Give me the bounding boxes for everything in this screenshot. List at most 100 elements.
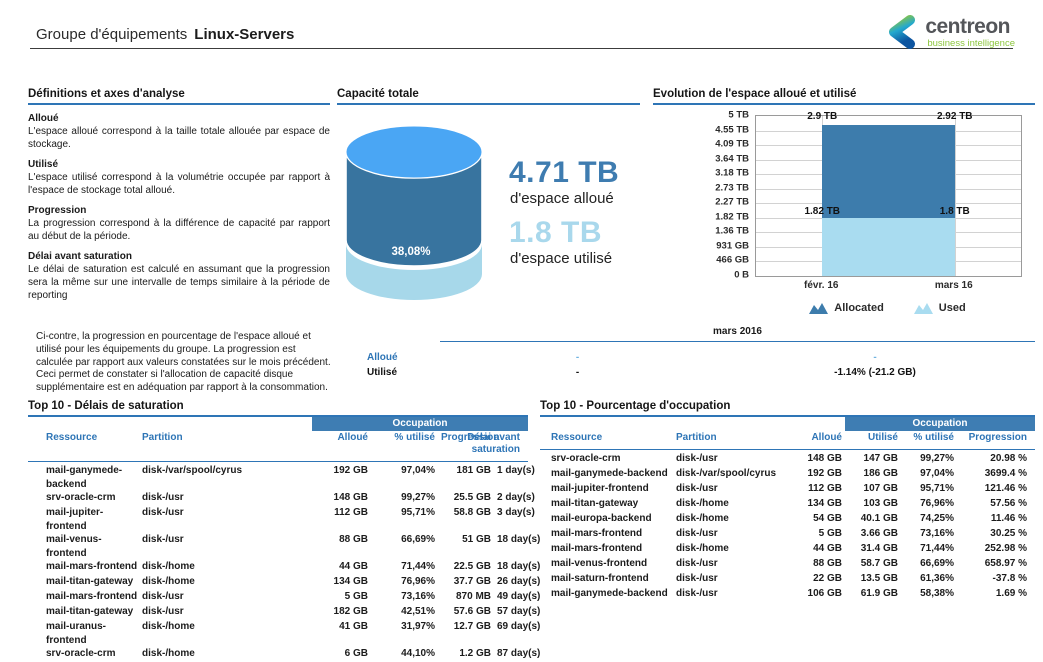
cell: 57.56 % <box>990 498 1027 509</box>
cell: 148 GB <box>333 492 368 503</box>
table-title: Top 10 - Pourcentage d'occupation <box>540 400 731 412</box>
x-tick-label: mars 16 <box>934 280 973 291</box>
table-row: mail-mars-frontend disk-/home 44 GB 31.4 GB… <box>540 542 1035 557</box>
cylinder-used-band <box>346 244 482 300</box>
table-row: srv-oracle-crm disk-/usr 148 GB 99,27% 25.5 … <box>28 491 535 506</box>
month-label: mars 2016 <box>713 326 762 337</box>
allocated-value: 4.71 TB <box>509 156 620 189</box>
table-body: mail-ganymede-backend disk-/var/spool/cyr… <box>28 464 541 662</box>
cell: 192 GB <box>333 465 368 476</box>
section-title: Capacité totale <box>337 88 419 100</box>
cell: 5 GB <box>818 528 842 539</box>
table-row: mail-ganymede-backend disk-/var/spool/cyr… <box>28 464 535 491</box>
legend-label: Allocated <box>834 301 884 314</box>
cell: disk-/home <box>142 648 195 659</box>
y-tick-label: 5 TB <box>728 109 749 121</box>
cell: 252.98 % <box>984 543 1027 554</box>
column-header: % utilisé <box>394 432 435 443</box>
page-title-prefix: Groupe d'équipements <box>36 26 188 43</box>
capacity-cylinder-chart: 38,08% <box>345 125 483 300</box>
column-header: Ressource <box>551 432 603 443</box>
cell: 95,71% <box>401 507 435 518</box>
cell: 66,69% <box>920 558 954 569</box>
table-row: srv-oracle-crm disk-/home 6 GB 44,10% 1.2 GB… <box>28 647 541 662</box>
cell: mail-mars-frontend <box>551 528 643 539</box>
logo-tagline: business intelligence <box>927 37 1015 49</box>
column-header: Alloué <box>811 432 842 443</box>
cell: 147 GB <box>863 453 898 464</box>
allocated-segment <box>888 124 955 219</box>
cell: 42,51% <box>401 606 435 617</box>
cell: 112 GB <box>334 507 368 518</box>
cell: 74,25% <box>920 513 954 524</box>
allocated-segment <box>822 124 889 218</box>
used-percentage-label: 38,08% <box>391 246 430 258</box>
legend-label: Used <box>938 301 966 314</box>
cell: 11.46 % <box>990 513 1027 524</box>
column-header: Partition <box>142 432 183 443</box>
cell: disk-/home <box>142 576 195 587</box>
cell: disk-/home <box>676 543 729 554</box>
cell: 41 GB <box>339 621 368 632</box>
table-row: mail-uranus-frontend disk-/home 41 GB 31,97… <box>28 620 540 647</box>
cell: 73,16% <box>401 591 435 602</box>
column-header: Progression <box>441 432 500 443</box>
column-header: Ressource <box>46 432 98 443</box>
summary-row-used: Utilisé - -1.14% (-21.2 GB) <box>367 367 1035 378</box>
cell: 58,38% <box>920 588 954 599</box>
cell: 40.1 GB <box>860 513 898 524</box>
report-page: Groupe d'équipements Linux-Servers centre… <box>28 14 1035 659</box>
table-row: mail-ganymede-backend disk-/var/spool/cyr… <box>540 467 1035 482</box>
cell: 25.5 GB <box>453 492 491 503</box>
bar-value-label: 2.9 TB <box>807 110 838 122</box>
cell: mail-saturn-frontend <box>551 573 649 584</box>
cell: 870 MB <box>455 591 491 602</box>
saturation-table: Top 10 - Délais de saturation Occupation… <box>28 400 540 659</box>
cell: mail-jupiter-frontend <box>551 483 649 494</box>
cell: 57.6 GB <box>453 606 491 617</box>
cell: 99,27% <box>920 453 954 464</box>
cell: mail-titan-gateway <box>551 498 639 509</box>
cell: 192 GB <box>807 468 842 479</box>
gridline <box>954 116 956 276</box>
cell: disk-/usr <box>676 588 718 599</box>
logo-name: centreon <box>925 14 1011 38</box>
cell: 97,04% <box>920 468 954 479</box>
definition-text: L'espace alloué correspond à la taille t… <box>28 126 330 150</box>
cell: 58.8 GB <box>453 507 491 518</box>
cell: 71,44% <box>920 543 954 554</box>
cell: mail-venus-frontend <box>551 558 648 569</box>
occupation-band: Occupation <box>845 417 1035 431</box>
summary-row-allocated: Alloué - - <box>367 352 1035 363</box>
cell: 18 day(s) <box>497 561 541 572</box>
cell: 134 GB <box>807 498 842 509</box>
column-header: % utilisé <box>913 432 954 443</box>
cell: srv-oracle-crm <box>551 453 621 464</box>
cell: 58.7 GB <box>860 558 898 569</box>
definition-text: L'espace utilisé correspond à la volumét… <box>28 172 330 196</box>
table-row: mail-mars-frontend disk-/usr 5 GB 3.66 GB 73… <box>540 527 1035 542</box>
cell: 1.2 GB <box>459 648 491 659</box>
cell: 51 GB <box>462 534 491 545</box>
cell: mail-titan-gateway <box>46 576 134 587</box>
y-tick-label: 0 B <box>734 269 749 281</box>
column-header: Progression <box>968 432 1027 443</box>
table-row: mail-jupiter-frontend disk-/usr 112 GB 107 … <box>540 482 1035 497</box>
table-header-row: Ressource Partition Alloué % utilisé Pro… <box>28 432 528 461</box>
bar-value-label: 2.92 TB <box>936 110 973 122</box>
y-tick-label: 1.82 TB <box>715 211 749 223</box>
capacity-section: Capacité totale 38,08% 4.71 TB d'espace … <box>337 88 640 318</box>
section-underline <box>653 103 1035 105</box>
table-header-divider <box>540 449 1035 450</box>
definition-term: Utilisé <box>28 159 59 170</box>
cell: 20.98 % <box>990 453 1027 464</box>
occupation-table: Top 10 - Pourcentage d'occupation Occupa… <box>540 400 1035 599</box>
definition-item: Utilisé L'espace utilisé correspond à la… <box>28 159 330 197</box>
cell: 95,71% <box>920 483 954 494</box>
table-row: mail-venus-frontend disk-/usr 88 GB 66,69% 5… <box>28 533 540 560</box>
cell: 87 day(s) <box>497 648 541 659</box>
cell: 3699.4 % <box>984 468 1027 479</box>
cell: mail-uranus-frontend <box>46 621 107 646</box>
used-caption: d'espace utilisé <box>510 250 613 267</box>
cell: 106 GB <box>807 588 842 599</box>
